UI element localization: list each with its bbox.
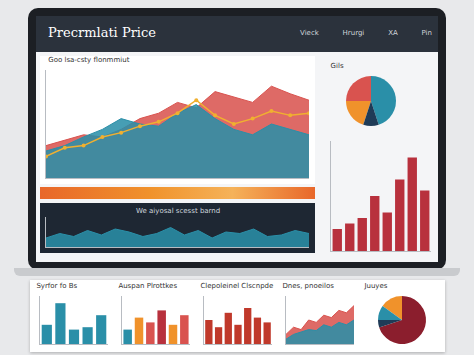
html-text:Hrurgi: Hrurgi — [342, 29, 365, 37]
svg-text:Auspan Plrottkes: Auspan Plrottkes — [118, 282, 177, 290]
html-text:XA: XA — [388, 29, 398, 37]
svg-text:Goo lsa-csty flonmmiut: Goo lsa-csty flonmmiut — [48, 56, 129, 64]
html-text:Vieck: Vieck — [300, 29, 319, 37]
html-text:Precrmlati Price: Precrmlati Price — [48, 25, 156, 40]
svg-text:Juuyes: Juuyes — [363, 282, 387, 290]
html-text:Pin: Pin — [421, 29, 432, 37]
svg-text:Dnes, pnoeilos: Dnes, pnoeilos — [282, 282, 334, 290]
svg-text:Syrfor fo Bs: Syrfor fo Bs — [36, 282, 77, 290]
svg-text:Gils: Gils — [331, 62, 344, 70]
svg-text:Clepoleinel Clscnpde: Clepoleinel Clscnpde — [200, 282, 273, 290]
svg-text:We aiyosal scesst barnd: We aiyosal scesst barnd — [136, 207, 220, 215]
